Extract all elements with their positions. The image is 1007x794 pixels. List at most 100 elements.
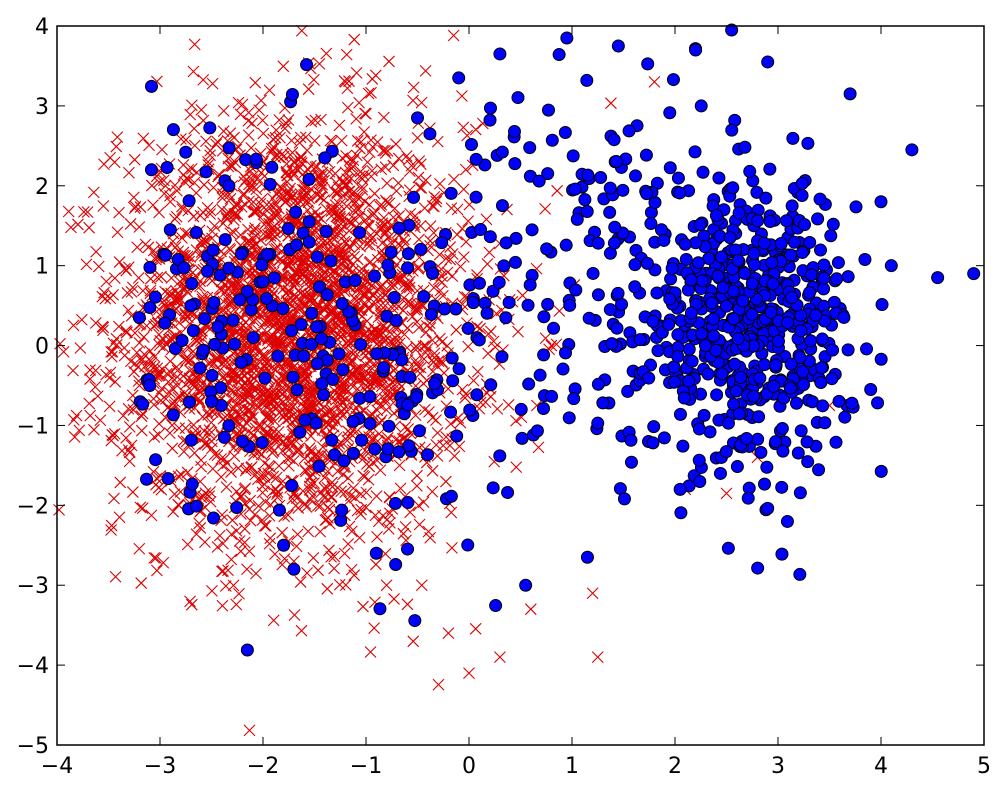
circle-marker-point bbox=[747, 389, 761, 403]
circle-marker-point bbox=[801, 136, 815, 150]
x-marker-point bbox=[351, 134, 364, 147]
x-marker-point bbox=[113, 511, 126, 524]
x-marker-point bbox=[291, 164, 304, 177]
x-marker-point bbox=[326, 135, 338, 148]
x-marker-point bbox=[421, 342, 434, 355]
circle-marker-point bbox=[507, 124, 521, 138]
x-marker-point bbox=[185, 162, 198, 175]
x-marker-point bbox=[97, 324, 109, 337]
x-marker-point bbox=[258, 457, 271, 470]
circle-marker-point bbox=[809, 308, 823, 322]
x-marker-point bbox=[444, 417, 457, 430]
x-marker-point bbox=[325, 325, 338, 338]
circle-marker-point bbox=[541, 167, 555, 181]
x-marker-point bbox=[171, 288, 184, 300]
x-marker-point bbox=[307, 73, 320, 86]
x-marker-point bbox=[459, 391, 471, 404]
x-marker-point bbox=[164, 355, 177, 368]
circle-marker-point bbox=[617, 492, 631, 506]
circle-marker-point bbox=[424, 307, 438, 321]
x-marker-point bbox=[122, 304, 135, 317]
x-marker-point bbox=[342, 472, 355, 484]
circle-marker-point bbox=[725, 123, 739, 137]
x-marker-point bbox=[454, 260, 467, 273]
x-marker-point bbox=[245, 141, 258, 154]
x-marker-point bbox=[532, 441, 545, 454]
circle-marker-point bbox=[781, 316, 795, 330]
x-marker-point bbox=[148, 398, 160, 411]
circle-marker-point bbox=[145, 79, 159, 93]
x-marker-point bbox=[328, 562, 341, 575]
x-marker-point bbox=[318, 471, 331, 484]
x-marker-point bbox=[194, 522, 207, 534]
circle-marker-point bbox=[673, 186, 687, 200]
circle-marker-point bbox=[271, 349, 285, 363]
x-marker-point bbox=[111, 226, 124, 239]
circle-marker-point bbox=[335, 297, 349, 311]
x-marker-point bbox=[299, 401, 312, 414]
x-marker-point bbox=[206, 584, 218, 597]
x-marker-point bbox=[238, 176, 251, 188]
y-tick-label: −2 bbox=[17, 494, 49, 519]
x-marker-point bbox=[253, 104, 266, 117]
x-marker-point bbox=[105, 345, 117, 358]
x-marker-point bbox=[408, 303, 421, 316]
x-marker-point bbox=[275, 213, 288, 225]
x-marker-point bbox=[92, 260, 105, 273]
circle-marker-point bbox=[317, 388, 331, 402]
circle-marker-point bbox=[673, 407, 687, 421]
x-marker-point bbox=[417, 340, 430, 353]
x-marker-point bbox=[282, 444, 295, 456]
circle-marker-point bbox=[558, 126, 572, 140]
x-marker-point bbox=[591, 651, 604, 664]
circle-marker-point bbox=[676, 439, 690, 453]
x-marker-point bbox=[98, 158, 110, 171]
x-marker-point bbox=[368, 187, 381, 200]
circle-marker-point bbox=[346, 414, 360, 428]
x-marker-point bbox=[415, 181, 428, 194]
x-marker-point bbox=[402, 153, 415, 166]
x-marker-point bbox=[303, 383, 316, 396]
x-marker-point bbox=[108, 492, 120, 505]
circle-marker-point bbox=[751, 214, 765, 228]
circle-marker-point bbox=[732, 407, 746, 421]
x-tick-label: 4 bbox=[874, 754, 888, 779]
x-marker-point bbox=[469, 622, 482, 635]
x-marker-point bbox=[153, 417, 166, 430]
x-marker-point bbox=[110, 332, 123, 345]
x-marker-point bbox=[256, 486, 269, 499]
x-marker-point bbox=[144, 345, 157, 357]
circle-marker-point bbox=[693, 218, 707, 232]
x-marker-point bbox=[247, 314, 260, 327]
x-marker-point bbox=[487, 335, 500, 348]
circle-marker-point bbox=[692, 453, 706, 467]
circle-marker-point bbox=[567, 392, 581, 406]
x-marker-point bbox=[419, 65, 432, 77]
circle-marker-point bbox=[688, 145, 702, 159]
x-tick-label: 3 bbox=[771, 754, 785, 779]
x-marker-point bbox=[136, 502, 149, 515]
x-marker-point bbox=[252, 500, 265, 512]
x-marker-point bbox=[104, 292, 117, 305]
circle-marker-point bbox=[647, 420, 661, 434]
circle-marker-point bbox=[552, 48, 566, 62]
x-marker-point bbox=[413, 321, 425, 334]
circle-marker-point bbox=[663, 106, 677, 120]
x-marker-point bbox=[388, 407, 400, 420]
x-marker-point bbox=[553, 305, 566, 317]
circle-marker-point bbox=[412, 424, 426, 438]
x-marker-point bbox=[178, 445, 190, 458]
circle-marker-point bbox=[845, 396, 859, 410]
circle-marker-point bbox=[729, 384, 743, 398]
x-marker-point bbox=[354, 191, 367, 204]
x-marker-point bbox=[510, 414, 522, 427]
circle-marker-point bbox=[355, 433, 369, 447]
circle-marker-point bbox=[569, 283, 583, 297]
x-marker-point bbox=[275, 181, 288, 194]
x-tick-label: 5 bbox=[977, 754, 991, 779]
x-marker-point bbox=[91, 390, 104, 403]
x-marker-point bbox=[215, 453, 227, 465]
circle-marker-point bbox=[421, 448, 435, 462]
x-marker-point bbox=[258, 388, 270, 401]
